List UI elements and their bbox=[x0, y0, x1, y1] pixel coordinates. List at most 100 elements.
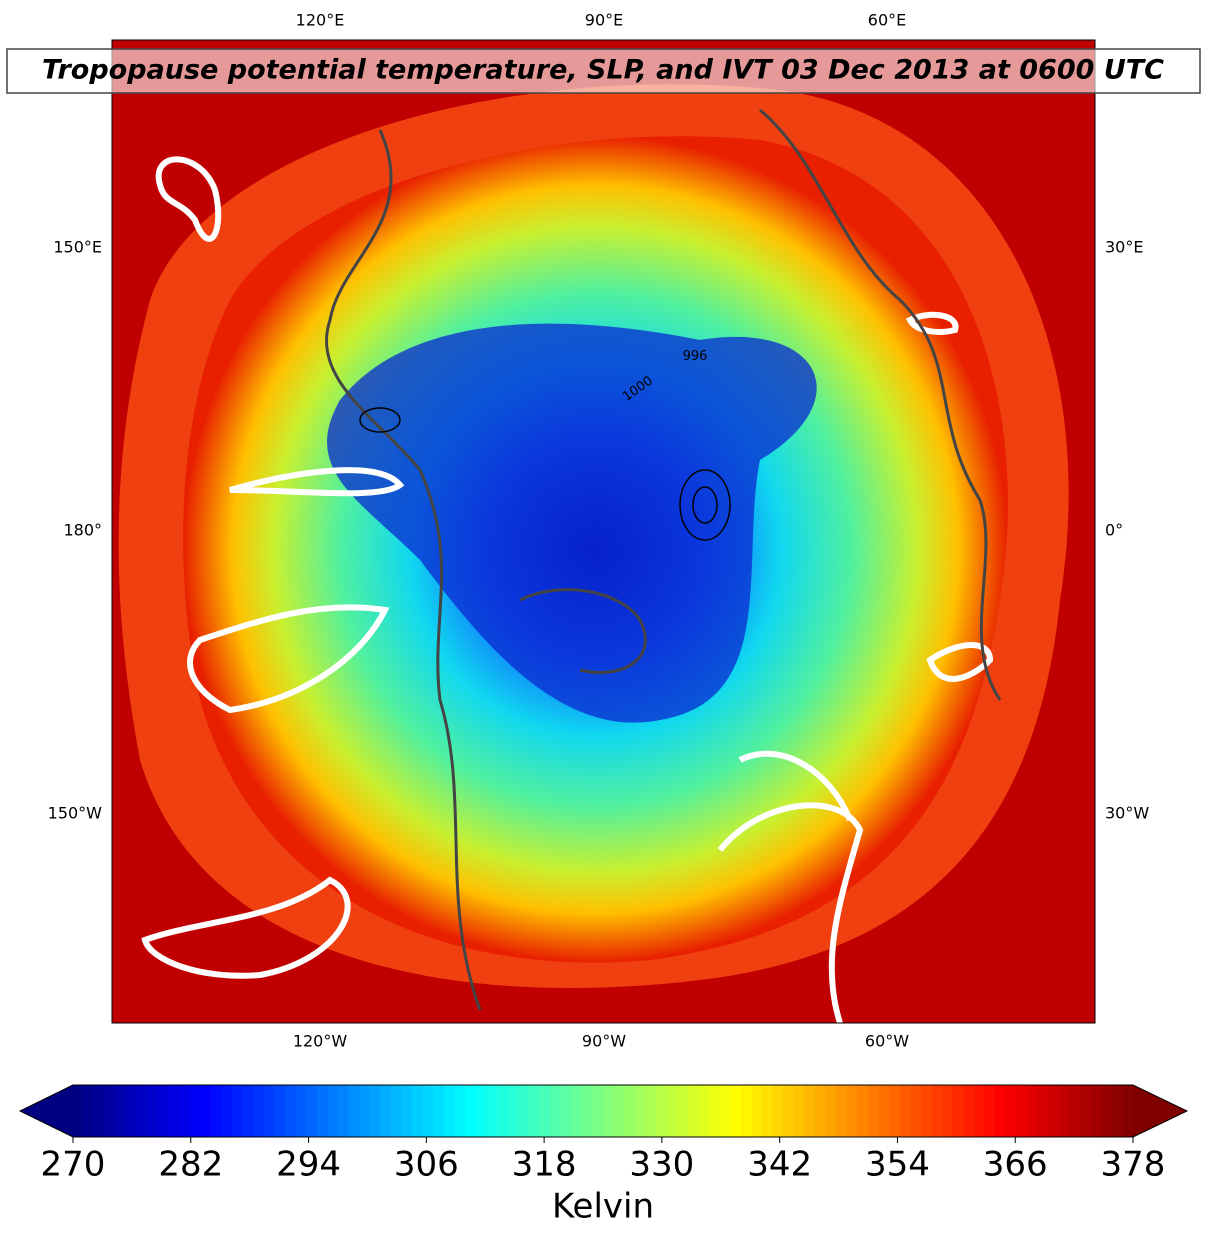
colorbar-segment bbox=[391, 1085, 403, 1137]
colorbar-segment bbox=[1058, 1085, 1070, 1137]
colorbar-segment bbox=[83, 1085, 95, 1137]
colorbar-segment bbox=[868, 1085, 880, 1137]
lon-label: 180° bbox=[63, 521, 102, 540]
colorbar-tick-label: 318 bbox=[512, 1145, 577, 1185]
colorbar-segment bbox=[465, 1085, 477, 1137]
colorbar-segment bbox=[348, 1085, 360, 1137]
colorbar-segment bbox=[634, 1085, 646, 1137]
colorbar-tick-label: 306 bbox=[394, 1145, 459, 1185]
colorbar-segment bbox=[581, 1085, 593, 1137]
colorbar-segment bbox=[454, 1085, 466, 1137]
colorbar-segment bbox=[528, 1085, 540, 1137]
colorbar-segment bbox=[1037, 1085, 1049, 1137]
colorbar-segment bbox=[168, 1085, 180, 1137]
colorbar-segment bbox=[369, 1085, 381, 1137]
colorbar-segment bbox=[274, 1085, 286, 1137]
colorbar-segment bbox=[656, 1085, 668, 1137]
colorbar-segment bbox=[592, 1085, 604, 1137]
colorbar-segment bbox=[232, 1085, 244, 1137]
colorbar-segment bbox=[1101, 1085, 1113, 1137]
colorbar-tick-label: 294 bbox=[276, 1145, 341, 1185]
lon-label: 60°W bbox=[865, 1032, 909, 1051]
colorbar-segment bbox=[306, 1085, 318, 1137]
colorbar-segment bbox=[783, 1085, 795, 1137]
colorbar-segment bbox=[730, 1085, 742, 1137]
colorbar-segment bbox=[603, 1085, 615, 1137]
colorbar-segment bbox=[719, 1085, 731, 1137]
colorbar-segment bbox=[242, 1085, 254, 1137]
colorbar-segment bbox=[995, 1085, 1007, 1137]
colorbar-segment bbox=[475, 1085, 487, 1137]
colorbar-segment bbox=[1111, 1085, 1123, 1137]
colorbar-segment bbox=[104, 1085, 116, 1137]
lon-label: 150°E bbox=[53, 238, 102, 257]
colorbar-segment bbox=[963, 1085, 975, 1137]
colorbar-segment bbox=[1016, 1085, 1028, 1137]
colorbar-segment bbox=[815, 1085, 827, 1137]
colorbar-segment bbox=[285, 1085, 297, 1137]
lon-label: 30°E bbox=[1105, 238, 1143, 257]
colorbar-segment bbox=[984, 1085, 996, 1137]
colorbar-segment bbox=[1080, 1085, 1092, 1137]
colorbar-segment bbox=[857, 1085, 869, 1137]
colorbar-segment bbox=[793, 1085, 805, 1137]
colorbar-tick-label: 366 bbox=[983, 1145, 1048, 1185]
colorbar-segment bbox=[126, 1085, 138, 1137]
colorbar-segment bbox=[316, 1085, 328, 1137]
colorbar-segment bbox=[338, 1085, 350, 1137]
colorbar-segment bbox=[1122, 1085, 1134, 1137]
colorbar-segment bbox=[221, 1085, 233, 1137]
colorbar-segment bbox=[401, 1085, 413, 1137]
colorbar-segment bbox=[560, 1085, 572, 1137]
colorbar-segment bbox=[889, 1085, 901, 1137]
lon-label: 120°E bbox=[296, 11, 345, 30]
colorbar-tick-label: 354 bbox=[865, 1145, 930, 1185]
colorbar-segment bbox=[1048, 1085, 1060, 1137]
colorbar-segment bbox=[931, 1085, 943, 1137]
colorbar-extend bbox=[1133, 1085, 1187, 1137]
colorbar-segment bbox=[878, 1085, 890, 1137]
map-frame bbox=[111, 39, 1096, 1024]
colorbar-segment bbox=[210, 1085, 222, 1137]
lon-label: 120°W bbox=[293, 1032, 348, 1051]
colorbar-tick-label: 330 bbox=[629, 1145, 694, 1185]
colorbar-segment bbox=[179, 1085, 191, 1137]
colorbar-segment bbox=[687, 1085, 699, 1137]
colorbar-segment bbox=[624, 1085, 636, 1137]
colorbar-segment bbox=[1090, 1085, 1102, 1137]
colorbar-segment bbox=[422, 1085, 434, 1137]
colorbar-segment bbox=[507, 1085, 519, 1137]
colorbar-segment bbox=[115, 1085, 127, 1137]
colorbar-segment bbox=[497, 1085, 509, 1137]
colorbar-segment bbox=[942, 1085, 954, 1137]
lon-label: 60°E bbox=[868, 11, 906, 30]
colorbar-extend bbox=[20, 1085, 73, 1137]
colorbar-segment bbox=[613, 1085, 625, 1137]
colorbar-segment bbox=[804, 1085, 816, 1137]
title: Tropopause potential temperature, SLP, a… bbox=[42, 55, 1164, 86]
colorbar-tick-label: 282 bbox=[158, 1145, 223, 1185]
colorbar-segment bbox=[550, 1085, 562, 1137]
lon-label: 90°E bbox=[585, 11, 623, 30]
colorbar-segment bbox=[380, 1085, 392, 1137]
colorbar-segment bbox=[666, 1085, 678, 1137]
colorbar-segment bbox=[253, 1085, 265, 1137]
colorbar-segment bbox=[1005, 1085, 1017, 1137]
lon-label: 30°W bbox=[1105, 804, 1149, 823]
colorbar-segment bbox=[136, 1085, 148, 1137]
colorbar-segment bbox=[147, 1085, 159, 1137]
colorbar-segment bbox=[846, 1085, 858, 1137]
contour-label: 996 bbox=[683, 349, 708, 364]
colorbar-segment bbox=[836, 1085, 848, 1137]
colorbar-segment bbox=[740, 1085, 752, 1137]
lon-label: 0° bbox=[1105, 521, 1123, 540]
colorbar-segment bbox=[772, 1085, 784, 1137]
lon-label: 90°W bbox=[582, 1032, 626, 1051]
slp-contours bbox=[359, 407, 731, 541]
colorbar-segment bbox=[921, 1085, 933, 1137]
colorbar-tick-label: 378 bbox=[1101, 1145, 1166, 1185]
colorbar-segment bbox=[1027, 1085, 1039, 1137]
colorbar-segment bbox=[412, 1085, 424, 1137]
